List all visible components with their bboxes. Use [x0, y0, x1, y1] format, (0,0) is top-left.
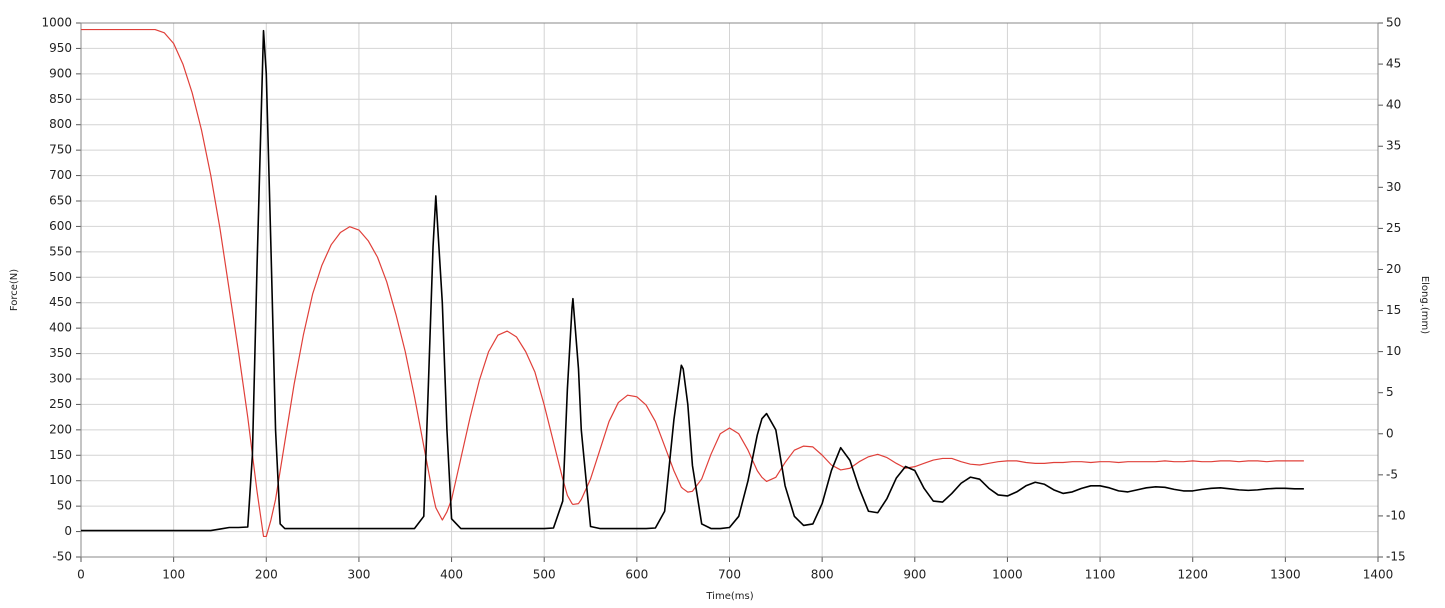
x-tick-label: 1400 [1363, 568, 1394, 582]
y-tick-label: 300 [49, 372, 72, 386]
x-tick-label: 1000 [992, 568, 1023, 582]
x-tick-label: 1300 [1270, 568, 1301, 582]
y-tick-label: 850 [49, 92, 72, 106]
y2-tick-label: 15 [1386, 303, 1401, 317]
y2-axis-label: Elong.(mm) [1419, 276, 1430, 334]
y-tick-label: 700 [49, 168, 72, 182]
x-tick-label: 700 [718, 568, 741, 582]
y-tick-label: 50 [57, 499, 72, 513]
x-tick-label: 0 [77, 568, 85, 582]
data-line [81, 28, 1304, 538]
y2-tick-label: 45 [1386, 57, 1401, 71]
y-tick-label: 100 [49, 473, 72, 487]
x-axis-label: Time(ms) [705, 591, 753, 602]
x-tick-label: 1100 [1085, 568, 1116, 582]
y2-tick-label: 5 [1386, 385, 1394, 399]
y2-tick-label: 25 [1386, 221, 1401, 235]
y-tick-label: 400 [49, 321, 72, 335]
y2-tick-label: 20 [1386, 262, 1401, 276]
y2-tick-label: 50 [1386, 16, 1401, 30]
y2-tick-label: -5 [1386, 467, 1398, 481]
x-tick-label: 400 [440, 568, 463, 582]
x-tick-label: 100 [162, 568, 185, 582]
y-tick-label: 900 [49, 66, 72, 80]
y-tick-label: 350 [49, 346, 72, 360]
y-tick-label: 750 [49, 143, 72, 157]
y2-tick-label: 10 [1386, 344, 1401, 358]
y-tick-label: 200 [49, 422, 72, 436]
y-tick-label: 550 [49, 244, 72, 258]
x-tick-label: 800 [811, 568, 834, 582]
y2-tick-label: -15 [1386, 550, 1406, 564]
y-tick-label: 950 [49, 41, 72, 55]
x-tick-label: 900 [903, 568, 926, 582]
y-tick-label: 150 [49, 448, 72, 462]
y-tick-label: 650 [49, 194, 72, 208]
y-tick-label: 500 [49, 270, 72, 284]
plot-frame [80, 22, 1379, 558]
y-tick-label: 0 [64, 524, 72, 538]
y-tick-label: -50 [52, 550, 72, 564]
y-tick-label: 250 [49, 397, 72, 411]
y-tick-label: 1000 [41, 16, 72, 30]
y2-tick-label: 0 [1386, 426, 1394, 440]
y-tick-label: 800 [49, 117, 72, 131]
x-tick-label: 300 [347, 568, 370, 582]
x-tick-label: 500 [533, 568, 556, 582]
y-tick-label: 600 [49, 219, 72, 233]
y-tick-label: 450 [49, 295, 72, 309]
y2-tick-label: 40 [1386, 98, 1401, 112]
data-line [81, 29, 1304, 532]
x-tick-label: 600 [625, 568, 648, 582]
x-tick-label: 200 [255, 568, 278, 582]
y2-tick-label: 30 [1386, 180, 1401, 194]
y-axis-label: Force(N) [9, 269, 20, 311]
y2-tick-label: 35 [1386, 139, 1401, 153]
y2-tick-label: -10 [1386, 508, 1406, 522]
x-tick-label: 1200 [1177, 568, 1208, 582]
